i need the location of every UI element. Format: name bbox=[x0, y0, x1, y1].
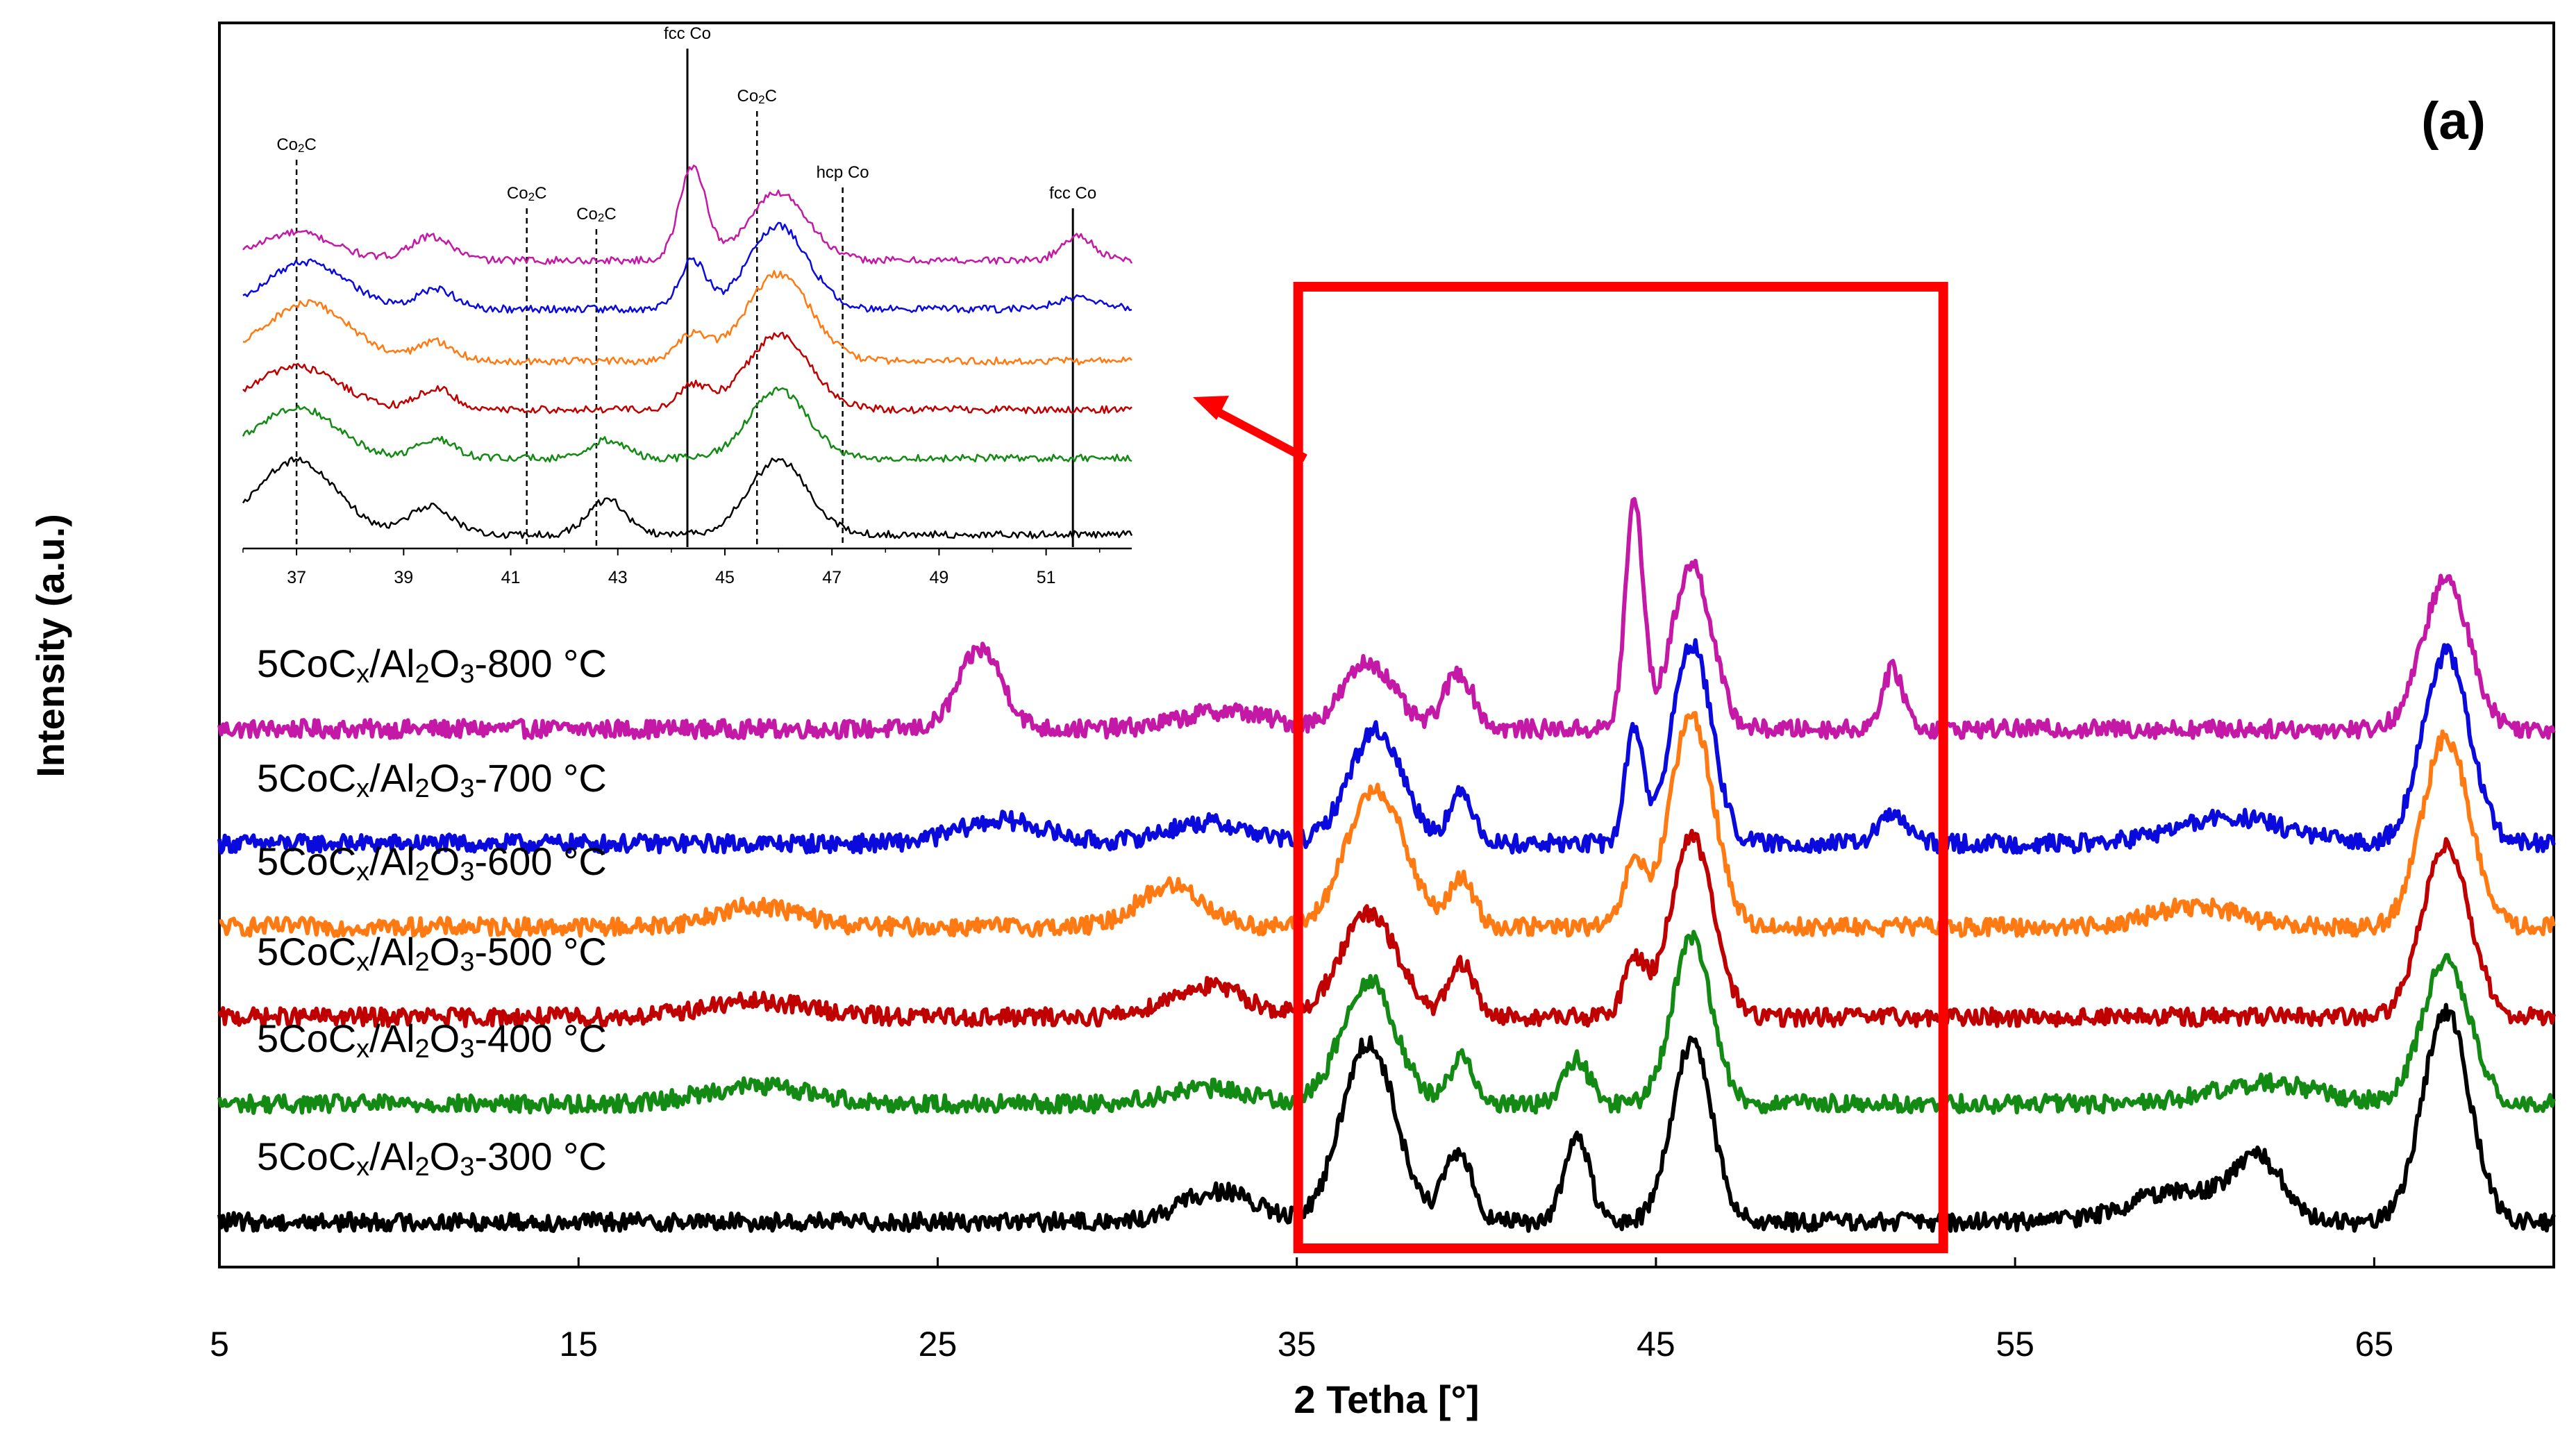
inset-phase-label: fcc Co bbox=[1049, 184, 1096, 203]
inset-phase-label: fcc Co bbox=[664, 24, 711, 43]
x-axis-title: 2 Tetha [°] bbox=[1294, 1377, 1479, 1421]
y-axis-title: Intensity (a.u.) bbox=[28, 514, 72, 778]
x-tick-label: 5 bbox=[210, 1325, 229, 1364]
inset-phase-label: Co2C bbox=[507, 184, 547, 203]
inset-phase-label: Co2C bbox=[276, 135, 317, 155]
inset-plot: 37 39 41 43 45 47 49 51 Co2C Co2C Co2C fcc Co Co2C hc… bbox=[242, 24, 1133, 587]
series-label-400: 5CoCx/Al2O3-400 °C bbox=[257, 1016, 607, 1064]
inset-x-tick-label: 49 bbox=[930, 568, 949, 587]
series-label-300: 5CoCx/Al2O3-300 °C bbox=[257, 1134, 607, 1182]
series-line-300 bbox=[217, 1003, 2556, 1233]
series-line-400 bbox=[217, 930, 2556, 1115]
x-tick-label: 15 bbox=[559, 1325, 598, 1364]
series-line-800 bbox=[217, 496, 2556, 740]
main-axes: 5 15 25 35 45 55 65 bbox=[210, 1257, 2393, 1364]
inset-x-tick-label: 41 bbox=[501, 568, 521, 587]
series-label-800: 5CoCx/Al2O3-800 °C bbox=[257, 642, 607, 689]
inset-series-line-400 bbox=[242, 386, 1132, 463]
inset-phase-label: Co2C bbox=[737, 87, 777, 106]
inset-x-tick-label: 43 bbox=[608, 568, 628, 587]
zoom-arrow-head bbox=[1193, 396, 1229, 420]
series-group bbox=[217, 496, 2556, 1233]
series-line-700 bbox=[217, 638, 2556, 855]
series-label-500: 5CoCx/Al2O3-500 °C bbox=[257, 930, 607, 977]
inset-x-tick-label: 37 bbox=[287, 568, 306, 587]
inset-series-line-800 bbox=[242, 165, 1133, 265]
zoom-window-group bbox=[1193, 282, 1948, 1253]
x-tick-label: 55 bbox=[1996, 1325, 2034, 1364]
series-label-700: 5CoCx/Al2O3-700 °C bbox=[257, 756, 607, 803]
inset-x-tick-label: 45 bbox=[715, 568, 735, 587]
inset-series-line-300 bbox=[242, 456, 1133, 539]
inset-series-line-700 bbox=[242, 221, 1132, 314]
inset-series-line-500 bbox=[242, 331, 1132, 414]
series-label-600: 5CoCx/Al2O3-600 °C bbox=[257, 839, 607, 887]
inset-phase-label: hcp Co bbox=[817, 163, 869, 182]
zoom-window-rect bbox=[1293, 282, 1948, 1253]
x-tick-label: 25 bbox=[919, 1325, 957, 1364]
inset-phase-label: Co2C bbox=[576, 205, 617, 224]
inset-x-tick-label: 47 bbox=[822, 568, 842, 587]
inset-x-tick-label: 39 bbox=[394, 568, 413, 587]
x-tick-label: 45 bbox=[1637, 1325, 1675, 1364]
series-line-500 bbox=[217, 828, 2556, 1028]
x-tick-label: 65 bbox=[2355, 1325, 2394, 1364]
inset-series-line-600 bbox=[242, 270, 1132, 366]
inset-x-tick-label: 51 bbox=[1037, 568, 1056, 587]
plot-frame bbox=[218, 22, 2555, 1268]
x-tick-label: 35 bbox=[1278, 1325, 1316, 1364]
series-labels: 5CoCx/Al2O3-800 °C 5CoCx/Al2O3-700 °C 5CoC… bbox=[257, 642, 607, 1182]
panel-label: (a) bbox=[2421, 92, 2486, 151]
series-line-600 bbox=[219, 711, 2556, 938]
zoom-arrow-shaft bbox=[1212, 405, 1307, 462]
